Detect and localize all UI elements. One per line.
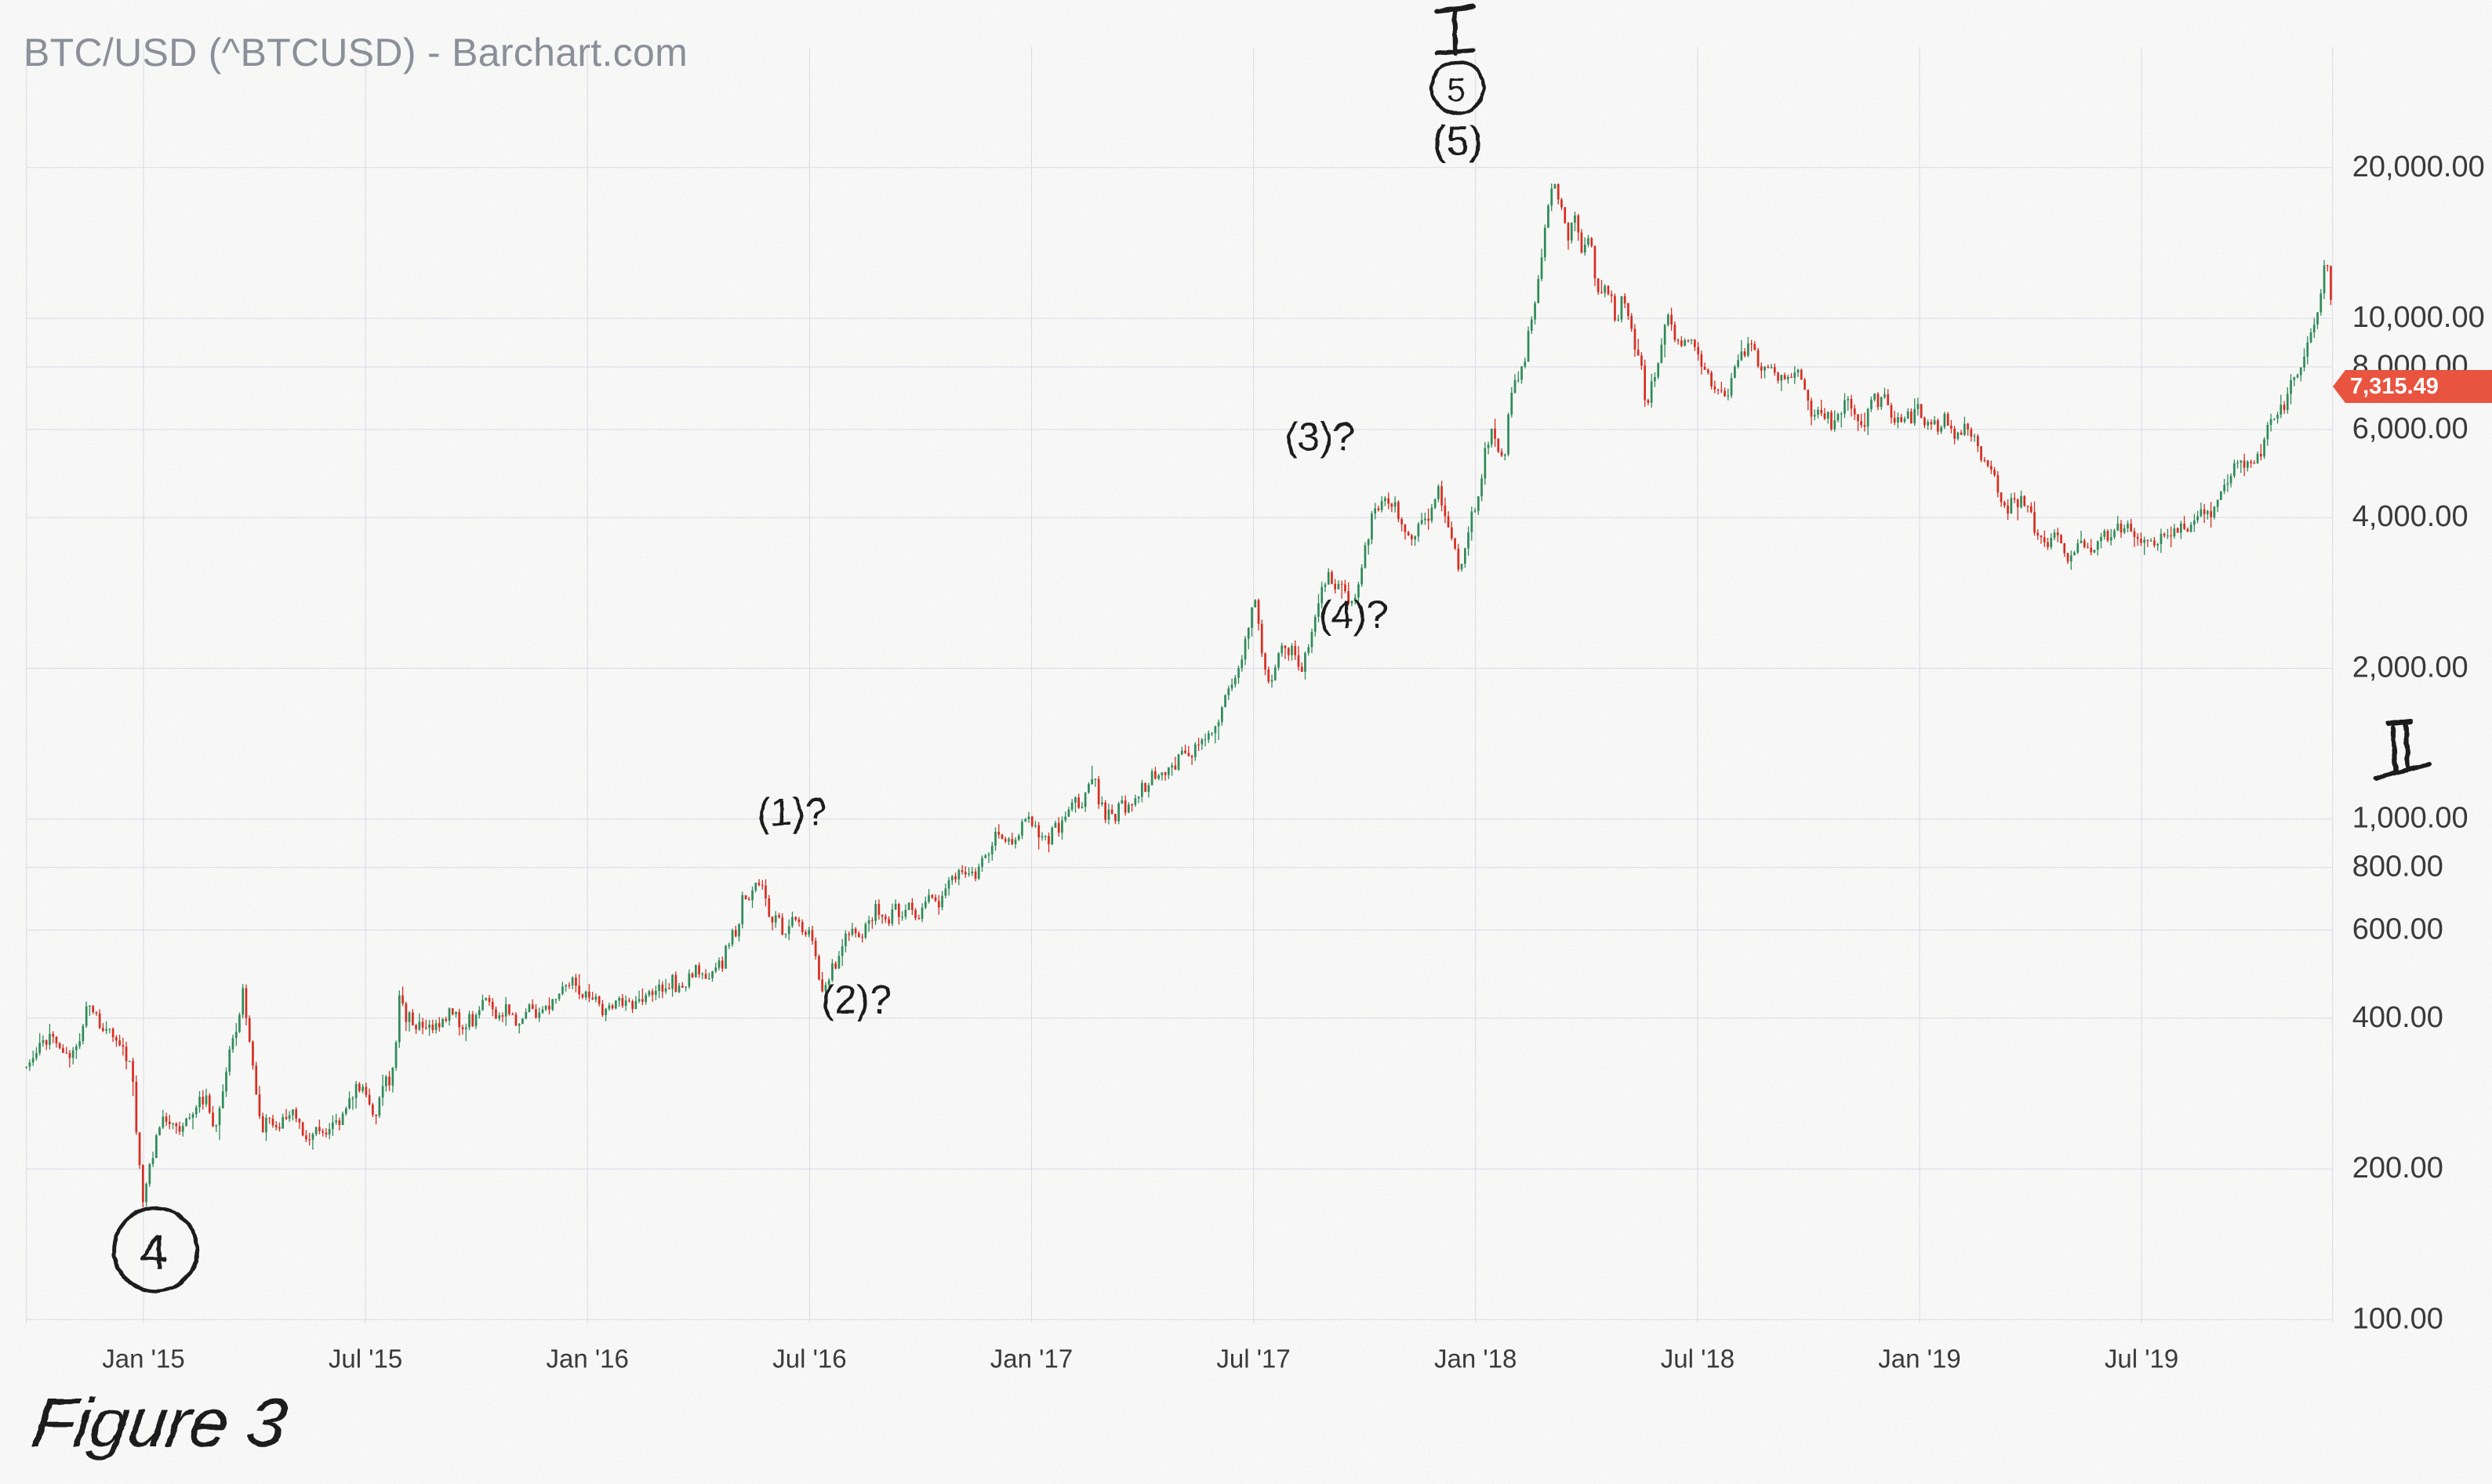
svg-text:(1)?: (1)? [757,790,827,834]
svg-text:20,000.00: 20,000.00 [2352,151,2485,183]
svg-text:(4)?: (4)? [1319,593,1389,637]
svg-text:200.00: 200.00 [2352,1152,2443,1185]
svg-text:400.00: 400.00 [2352,1001,2443,1034]
svg-text:Jul '16: Jul '16 [772,1344,846,1373]
svg-text:Jan '17: Jan '17 [990,1344,1073,1373]
svg-text:Jan '16: Jan '16 [547,1344,629,1373]
svg-text:600.00: 600.00 [2352,913,2443,945]
svg-text:2,000.00: 2,000.00 [2352,651,2468,684]
svg-text:10,000.00: 10,000.00 [2352,301,2485,334]
svg-text:4: 4 [140,1225,167,1279]
svg-text:Jan '19: Jan '19 [1878,1344,1960,1373]
svg-text:(5): (5) [1433,118,1483,164]
svg-text:(3)?: (3)? [1285,415,1355,459]
svg-text:Jan '15: Jan '15 [102,1344,184,1373]
svg-text:6,000.00: 6,000.00 [2352,412,2468,445]
svg-text:1,000.00: 1,000.00 [2352,802,2468,835]
svg-text:800.00: 800.00 [2352,851,2443,884]
svg-text:Jul '15: Jul '15 [329,1344,402,1373]
svg-text:Figure 3: Figure 3 [27,1384,292,1461]
svg-text:Jul '18: Jul '18 [1661,1344,1735,1373]
svg-text:Jul '19: Jul '19 [2105,1344,2178,1373]
svg-text:5: 5 [1447,71,1465,107]
svg-text:4,000.00: 4,000.00 [2352,500,2468,533]
svg-text:100.00: 100.00 [2352,1302,2443,1335]
svg-text:Jul '17: Jul '17 [1216,1344,1290,1373]
svg-text:(2)?: (2)? [822,978,892,1021]
svg-text:Jan '18: Jan '18 [1434,1344,1517,1373]
